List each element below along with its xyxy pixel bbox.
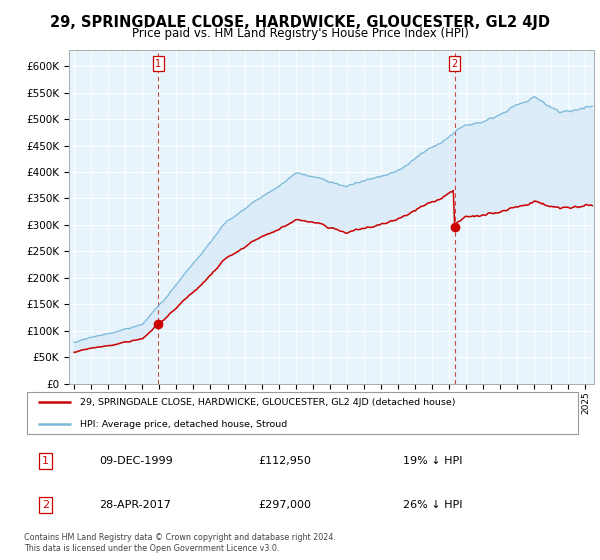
Text: 28-APR-2017: 28-APR-2017: [100, 500, 171, 510]
Text: 29, SPRINGDALE CLOSE, HARDWICKE, GLOUCESTER, GL2 4JD: 29, SPRINGDALE CLOSE, HARDWICKE, GLOUCES…: [50, 15, 550, 30]
Text: 19% ↓ HPI: 19% ↓ HPI: [403, 456, 463, 466]
Text: 2: 2: [452, 59, 458, 69]
Text: 09-DEC-1999: 09-DEC-1999: [100, 456, 173, 466]
Text: 1: 1: [155, 59, 161, 69]
Text: 1: 1: [42, 456, 49, 466]
FancyBboxPatch shape: [27, 391, 578, 434]
Text: £112,950: £112,950: [259, 456, 311, 466]
Text: 2: 2: [41, 500, 49, 510]
Text: £297,000: £297,000: [259, 500, 311, 510]
Text: 26% ↓ HPI: 26% ↓ HPI: [403, 500, 463, 510]
Text: Price paid vs. HM Land Registry's House Price Index (HPI): Price paid vs. HM Land Registry's House …: [131, 27, 469, 40]
Text: Contains HM Land Registry data © Crown copyright and database right 2024.
This d: Contains HM Land Registry data © Crown c…: [24, 533, 336, 553]
Text: 29, SPRINGDALE CLOSE, HARDWICKE, GLOUCESTER, GL2 4JD (detached house): 29, SPRINGDALE CLOSE, HARDWICKE, GLOUCES…: [80, 398, 455, 407]
Text: HPI: Average price, detached house, Stroud: HPI: Average price, detached house, Stro…: [80, 419, 287, 429]
